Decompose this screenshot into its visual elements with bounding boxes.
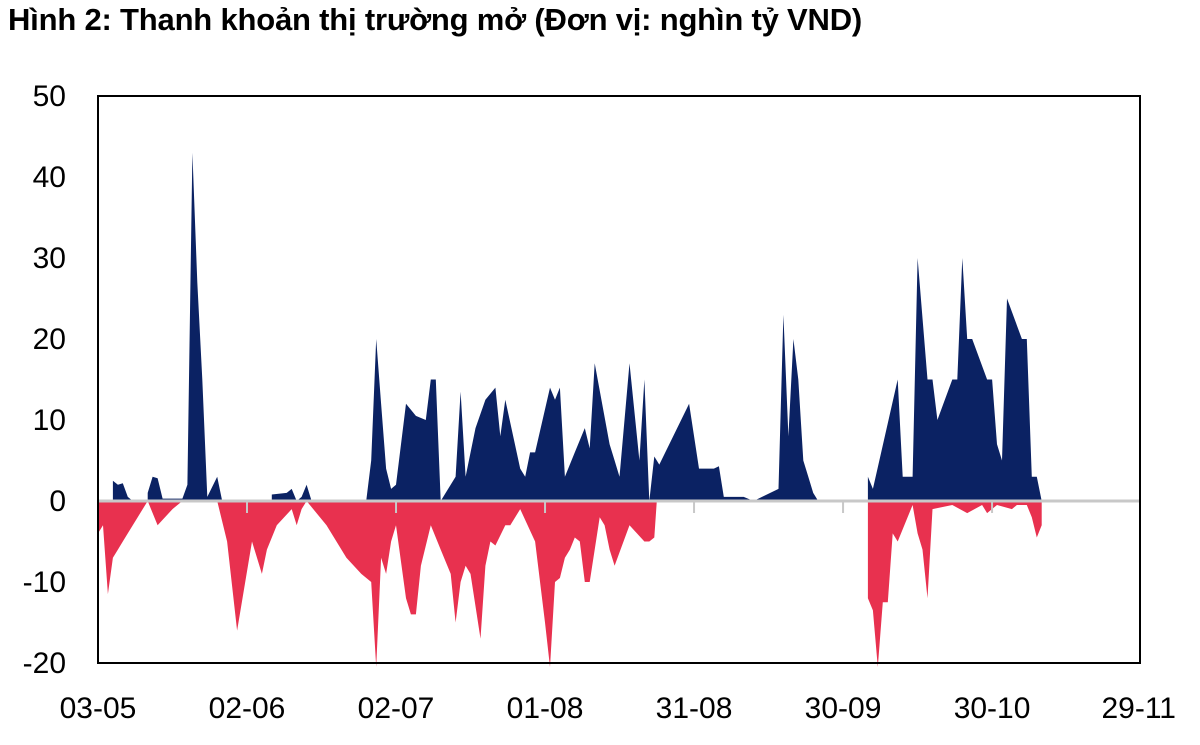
y-tick-label: 20 bbox=[33, 323, 66, 356]
negative-area bbox=[98, 501, 1042, 667]
y-tick-labels: -20 -10 0 10 20 30 40 50 bbox=[23, 80, 66, 680]
y-tick-label: 30 bbox=[33, 242, 66, 275]
area-layer bbox=[98, 152, 1042, 667]
y-tick-label: -20 bbox=[23, 647, 66, 680]
plot-frame bbox=[97, 95, 1141, 664]
y-tick-label: 0 bbox=[49, 485, 66, 518]
positive-area bbox=[98, 152, 1042, 501]
x-tick-label: 01-08 bbox=[507, 692, 584, 725]
y-tick-label: 10 bbox=[33, 404, 66, 437]
x-tick-label: 03-05 bbox=[60, 692, 137, 725]
x-tick-label: 29-11 bbox=[1101, 692, 1176, 725]
x-tick-marks bbox=[246, 501, 994, 513]
y-tick-label: 50 bbox=[33, 80, 66, 113]
y-tick-label: -10 bbox=[23, 566, 66, 599]
x-tick-label: 02-07 bbox=[358, 692, 435, 725]
x-tick-label: 30-09 bbox=[805, 692, 882, 725]
chart-title: Hình 2: Thanh khoản thị trường mở (Đơn v… bbox=[8, 2, 863, 37]
y-tick-label: 40 bbox=[33, 161, 66, 194]
x-tick-labels: 03-05 02-06 02-07 01-08 31-08 30-09 30-10 29-11 bbox=[60, 692, 1176, 725]
x-tick-label: 30-10 bbox=[954, 692, 1031, 725]
x-tick-label: 31-08 bbox=[656, 692, 733, 725]
x-tick-label: 02-06 bbox=[209, 692, 286, 725]
